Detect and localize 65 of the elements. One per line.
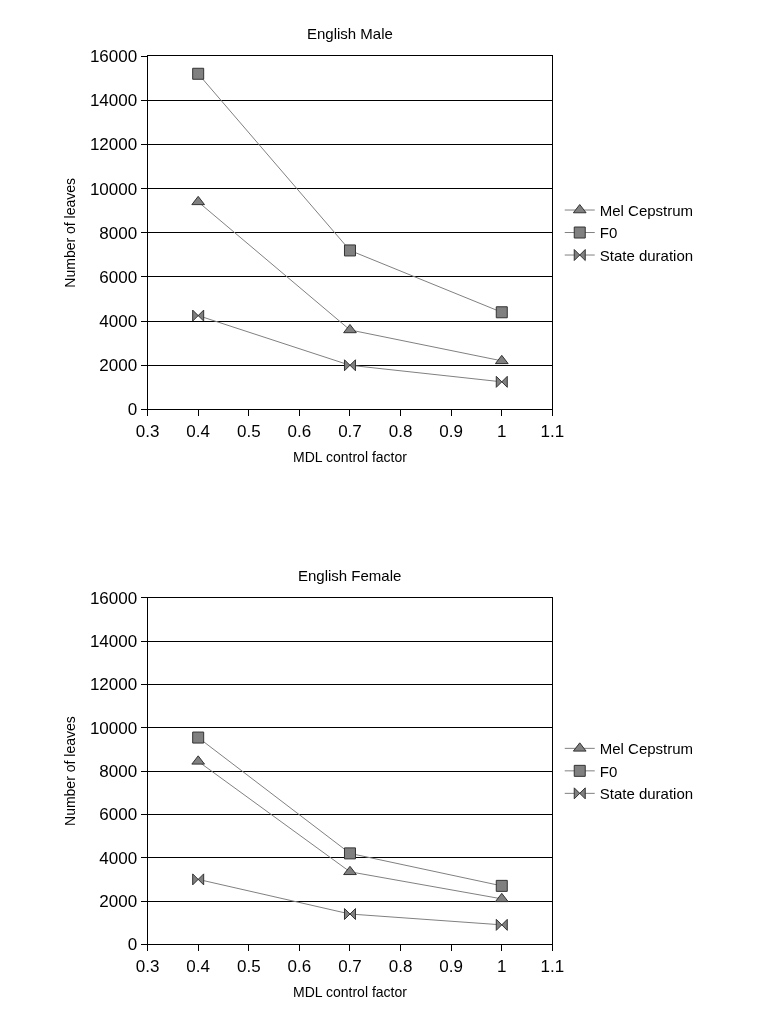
legend-label: F0 xyxy=(599,762,618,780)
x-tick-label: 1.1 xyxy=(540,956,565,976)
point xyxy=(495,918,508,931)
y-tick-label: 14000 xyxy=(89,632,138,652)
x-tick-label: 1.1 xyxy=(540,421,565,441)
point xyxy=(494,892,509,903)
legend-label: State duration xyxy=(599,246,694,264)
point xyxy=(495,375,508,388)
x-tick-label: 0.9 xyxy=(439,421,463,441)
x-tick-label: 0.3 xyxy=(135,956,160,976)
y-tick-label: 0 xyxy=(127,400,138,420)
x-tick-label: 0.9 xyxy=(439,956,463,976)
y-tick-label: 8000 xyxy=(99,762,138,782)
x-tick-label: 0.6 xyxy=(287,421,312,441)
x-tick-label: 0.5 xyxy=(236,421,261,441)
x-axis-title: MDL control factor xyxy=(293,984,408,1001)
legend-label: Mel Cepstrum xyxy=(599,201,694,219)
point xyxy=(192,731,205,744)
legend-label: Mel Cepstrum xyxy=(599,740,694,758)
point xyxy=(343,323,357,334)
point xyxy=(192,873,205,886)
y-tick-label: 2000 xyxy=(99,891,138,911)
legend-label: F0 xyxy=(599,224,618,242)
x-tick-label: 0.7 xyxy=(338,421,362,441)
y-tick-label: 8000 xyxy=(99,223,138,243)
y-tick-label: 0 xyxy=(127,935,138,955)
y-tick-label: 10000 xyxy=(89,179,138,199)
chart-title: English Female xyxy=(298,567,402,584)
point xyxy=(343,359,356,372)
point xyxy=(495,879,508,892)
y-tick-label: 6000 xyxy=(99,805,138,825)
y-tick-label: 14000 xyxy=(89,91,138,111)
point xyxy=(192,309,205,322)
point xyxy=(494,354,509,365)
x-tick-label: 0.6 xyxy=(287,956,312,976)
y-tick-label: 16000 xyxy=(89,47,138,67)
point xyxy=(343,847,356,860)
x-tick-label: 0.3 xyxy=(135,421,160,441)
x-tick-label: 0.5 xyxy=(236,956,261,976)
x-tick-label: 0.7 xyxy=(338,956,362,976)
y-axis-title: Number of leaves xyxy=(62,716,79,826)
point xyxy=(343,908,356,921)
y-tick-label: 16000 xyxy=(89,588,138,608)
y-tick-label: 10000 xyxy=(89,718,138,738)
point xyxy=(343,244,356,257)
x-tick-label: 1 xyxy=(497,421,507,441)
x-tick-label: 0.8 xyxy=(388,421,413,441)
x-tick-label: 0.4 xyxy=(186,421,210,441)
x-tick-label: 0.8 xyxy=(388,956,413,976)
y-tick-label: 12000 xyxy=(89,675,138,695)
y-tick-label: 12000 xyxy=(89,135,138,155)
x-axis-title: MDL control factor xyxy=(293,449,408,466)
legend-label: State duration xyxy=(599,785,694,803)
y-tick-label: 4000 xyxy=(99,848,138,868)
y-axis-title: Number of leaves xyxy=(62,177,79,288)
point xyxy=(192,67,205,80)
point xyxy=(495,306,508,319)
point xyxy=(191,195,206,206)
chart-title: English Male xyxy=(307,25,393,42)
x-tick-label: 1 xyxy=(497,956,507,976)
y-tick-label: 2000 xyxy=(99,356,138,376)
point xyxy=(343,865,357,876)
x-tick-label: 0.4 xyxy=(186,956,210,976)
y-tick-label: 4000 xyxy=(99,312,138,332)
y-tick-label: 6000 xyxy=(99,267,138,287)
